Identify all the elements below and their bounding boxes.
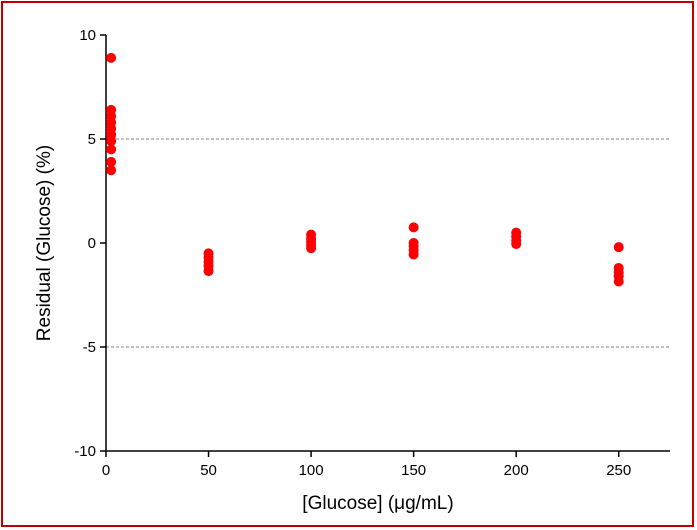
x-tick-label: 50: [200, 462, 217, 479]
x-tick-label: 150: [401, 462, 426, 479]
y-tick-label: 5: [88, 131, 96, 148]
x-tick-label: 100: [299, 462, 324, 479]
data-point: [203, 266, 214, 277]
y-axis-title: Residual (Glucose) (%): [34, 145, 55, 341]
x-axis-ticks: 0 50 100 150 200 250: [102, 451, 631, 479]
data-points: [106, 52, 624, 287]
data-point: [613, 276, 624, 287]
data-point: [106, 144, 117, 155]
y-tick-label: -5: [83, 339, 96, 356]
y-tick-label: 10: [79, 27, 96, 44]
data-point: [106, 156, 117, 167]
data-point: [106, 136, 117, 147]
x-axis-title: [Glucose] (μg/mL): [302, 493, 453, 514]
data-point: [306, 243, 317, 254]
data-point: [106, 165, 117, 176]
data-point: [408, 222, 419, 233]
data-point: [511, 239, 522, 250]
reference-lines: [106, 138, 670, 348]
axes: [105, 35, 670, 452]
x-tick-label: 200: [504, 462, 529, 479]
data-point: [613, 242, 624, 253]
x-tick-label: 250: [606, 462, 631, 479]
y-tick-label: 0: [88, 235, 96, 252]
data-point: [106, 52, 117, 63]
x-tick-label: 0: [102, 462, 110, 479]
y-tick-label: -10: [74, 443, 96, 460]
data-point: [408, 249, 419, 260]
y-axis-ticks: -10 -5 0 5 10: [74, 27, 106, 460]
